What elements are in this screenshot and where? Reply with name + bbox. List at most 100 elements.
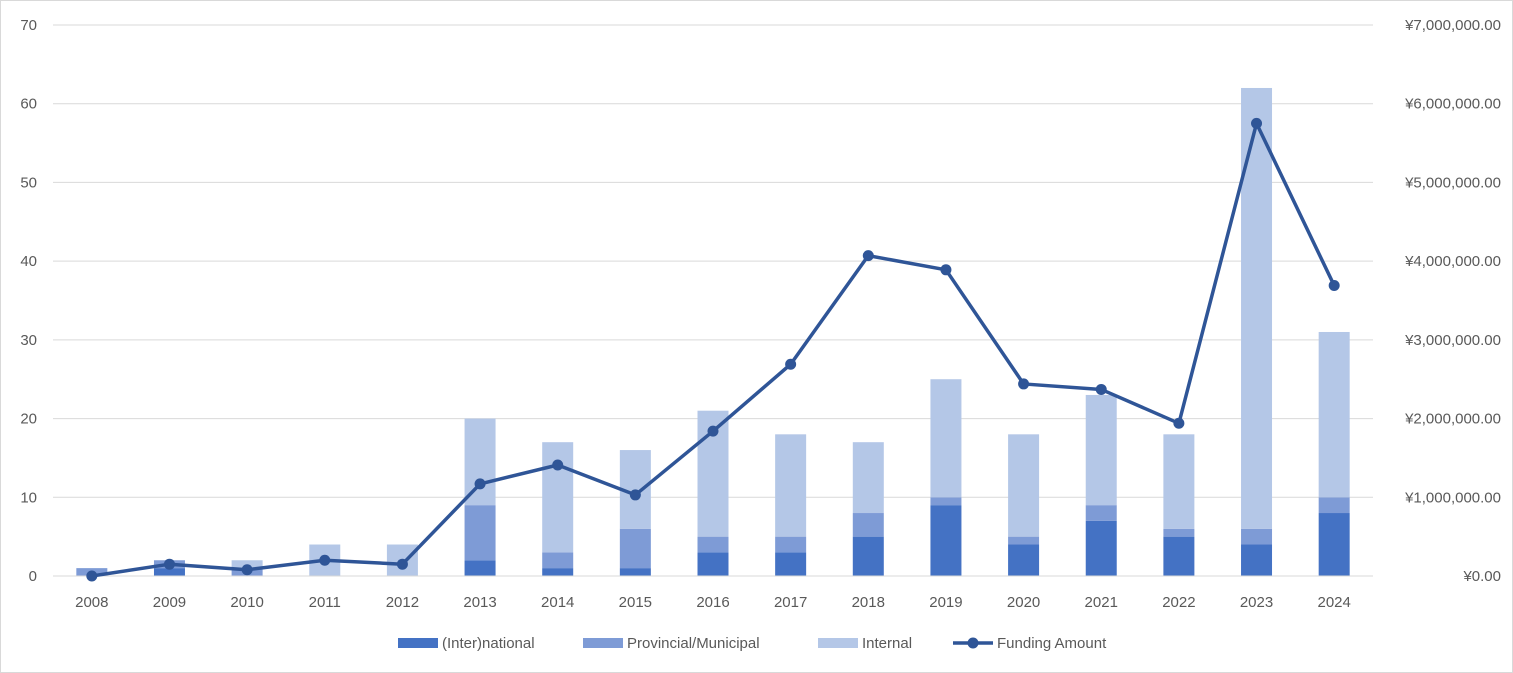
funding-point-2020 xyxy=(1018,378,1030,390)
bar-internal-2013 xyxy=(464,418,496,506)
bar-inter-national-2009 xyxy=(153,568,185,576)
funding-point-2019 xyxy=(940,264,952,276)
bar-provincial-municipal-2024 xyxy=(1318,497,1350,514)
legend-marker xyxy=(967,637,979,649)
legend-item: Internal xyxy=(818,635,912,652)
left-tick-label: 70 xyxy=(20,17,37,34)
bar-internal-2019 xyxy=(930,379,962,498)
x-tick-label-2013: 2013 xyxy=(463,594,496,611)
bar-provincial-municipal-2013 xyxy=(464,505,496,561)
right-tick-label: ¥0.00 xyxy=(1462,568,1501,585)
left-tick-label: 0 xyxy=(29,568,37,585)
funding-point-2015 xyxy=(629,489,641,501)
right-tick-label: ¥6,000,000.00 xyxy=(1404,96,1501,113)
legend-item: Provincial/Municipal xyxy=(583,635,760,652)
left-tick-label: 20 xyxy=(20,411,37,428)
x-tick-label-2018: 2018 xyxy=(852,594,885,611)
right-axis-ticks: ¥0.00 ¥1,000,000.00 ¥2,000,000.00 ¥3,000,00… xyxy=(1404,17,1501,585)
bar-internal-2023 xyxy=(1241,87,1273,529)
right-tick-label: ¥4,000,000.00 xyxy=(1404,253,1501,270)
bar-inter-national-2020 xyxy=(1008,544,1040,576)
funding-point-2021 xyxy=(1095,383,1107,395)
left-axis-ticks: 0 10 20 30 40 50 60 70 xyxy=(20,17,37,585)
bar-provincial-municipal-2022 xyxy=(1163,528,1195,537)
funding-point-2016 xyxy=(707,425,719,437)
left-tick-label: 60 xyxy=(20,96,37,113)
funding-point-2023 xyxy=(1251,117,1263,129)
right-tick-label: ¥1,000,000.00 xyxy=(1404,489,1501,506)
bar-inter-national-2016 xyxy=(697,552,729,576)
x-tick-label-2019: 2019 xyxy=(929,594,962,611)
legend-label: Provincial/Municipal xyxy=(627,635,760,652)
bar-provincial-municipal-2023 xyxy=(1241,528,1273,545)
right-tick-label: ¥5,000,000.00 xyxy=(1404,174,1501,191)
funding-point-2010 xyxy=(241,564,253,576)
legend-label: Funding Amount xyxy=(997,635,1107,652)
bar-internal-2021 xyxy=(1085,394,1117,506)
bar-internal-2020 xyxy=(1008,434,1040,537)
bar-provincial-municipal-2021 xyxy=(1085,505,1117,521)
bar-internal-2024 xyxy=(1318,331,1350,498)
bar-provincial-municipal-2014 xyxy=(542,552,574,569)
left-tick-label: 10 xyxy=(20,489,37,506)
bar-internal-2017 xyxy=(775,434,807,537)
legend-item: Funding Amount xyxy=(953,635,1107,652)
x-tick-label-2011: 2011 xyxy=(309,594,341,611)
gridlines xyxy=(53,24,1373,498)
x-tick-label-2023: 2023 xyxy=(1240,594,1273,611)
bar-inter-national-2017 xyxy=(775,552,807,576)
funding-point-2008 xyxy=(86,570,98,582)
line-series-group xyxy=(86,117,1340,582)
legend-swatch xyxy=(583,638,623,648)
left-tick-label: 40 xyxy=(20,253,37,270)
funding-point-2012 xyxy=(396,558,408,570)
legend-swatch xyxy=(818,638,858,648)
funding-point-2013 xyxy=(474,478,486,490)
legend-label: Internal xyxy=(862,635,912,652)
x-tick-label-2022: 2022 xyxy=(1162,594,1195,611)
x-tick-label-2024: 2024 xyxy=(1317,594,1350,611)
x-tick-label-2015: 2015 xyxy=(619,594,652,611)
bar-inter-national-2023 xyxy=(1241,544,1273,576)
funding-point-2018 xyxy=(862,250,874,262)
left-tick-label: 50 xyxy=(20,174,37,191)
bar-inter-national-2015 xyxy=(619,568,651,576)
bar-internal-2018 xyxy=(852,442,884,514)
funding-point-2022 xyxy=(1173,417,1185,429)
funding-point-2014 xyxy=(552,459,564,471)
x-tick-label-2010: 2010 xyxy=(230,594,263,611)
legend: (Inter)national Provincial/Municipal Inter… xyxy=(398,635,1107,652)
bar-provincial-municipal-2020 xyxy=(1008,536,1040,545)
x-tick-label-2016: 2016 xyxy=(696,594,729,611)
bar-inter-national-2019 xyxy=(930,505,962,576)
left-tick-label: 30 xyxy=(20,332,37,349)
bar-provincial-municipal-2018 xyxy=(852,513,884,537)
bar-provincial-municipal-2017 xyxy=(775,536,807,553)
right-tick-label: ¥3,000,000.00 xyxy=(1404,332,1501,349)
bar-provincial-municipal-2019 xyxy=(930,497,962,506)
bar-series-group xyxy=(76,87,1350,576)
bar-internal-2010 xyxy=(231,560,263,569)
bar-internal-2022 xyxy=(1163,434,1195,529)
bar-inter-national-2018 xyxy=(852,536,884,576)
x-tick-label-2020: 2020 xyxy=(1007,594,1040,611)
funding-point-2017 xyxy=(785,358,797,370)
bar-provincial-municipal-2016 xyxy=(697,536,729,553)
x-tick-label-2017: 2017 xyxy=(774,594,807,611)
bar-inter-national-2022 xyxy=(1163,536,1195,576)
funding-point-2011 xyxy=(319,554,331,566)
bar-internal-2014 xyxy=(542,442,574,553)
x-tick-label-2008: 2008 xyxy=(75,594,108,611)
legend-swatch xyxy=(398,638,438,648)
bar-inter-national-2014 xyxy=(542,568,574,576)
right-tick-label: ¥2,000,000.00 xyxy=(1404,411,1501,428)
bar-inter-national-2024 xyxy=(1318,513,1350,576)
funding-point-2009 xyxy=(163,558,175,570)
x-tick-label-2021: 2021 xyxy=(1085,594,1118,611)
bar-inter-national-2021 xyxy=(1085,520,1117,576)
x-axis-ticks: 2008 2009 2010 2011 2012 2013 2014 2015 2016 2017… xyxy=(75,594,1351,611)
x-tick-label-2009: 2009 xyxy=(153,594,186,611)
legend-item: (Inter)national xyxy=(398,635,535,652)
